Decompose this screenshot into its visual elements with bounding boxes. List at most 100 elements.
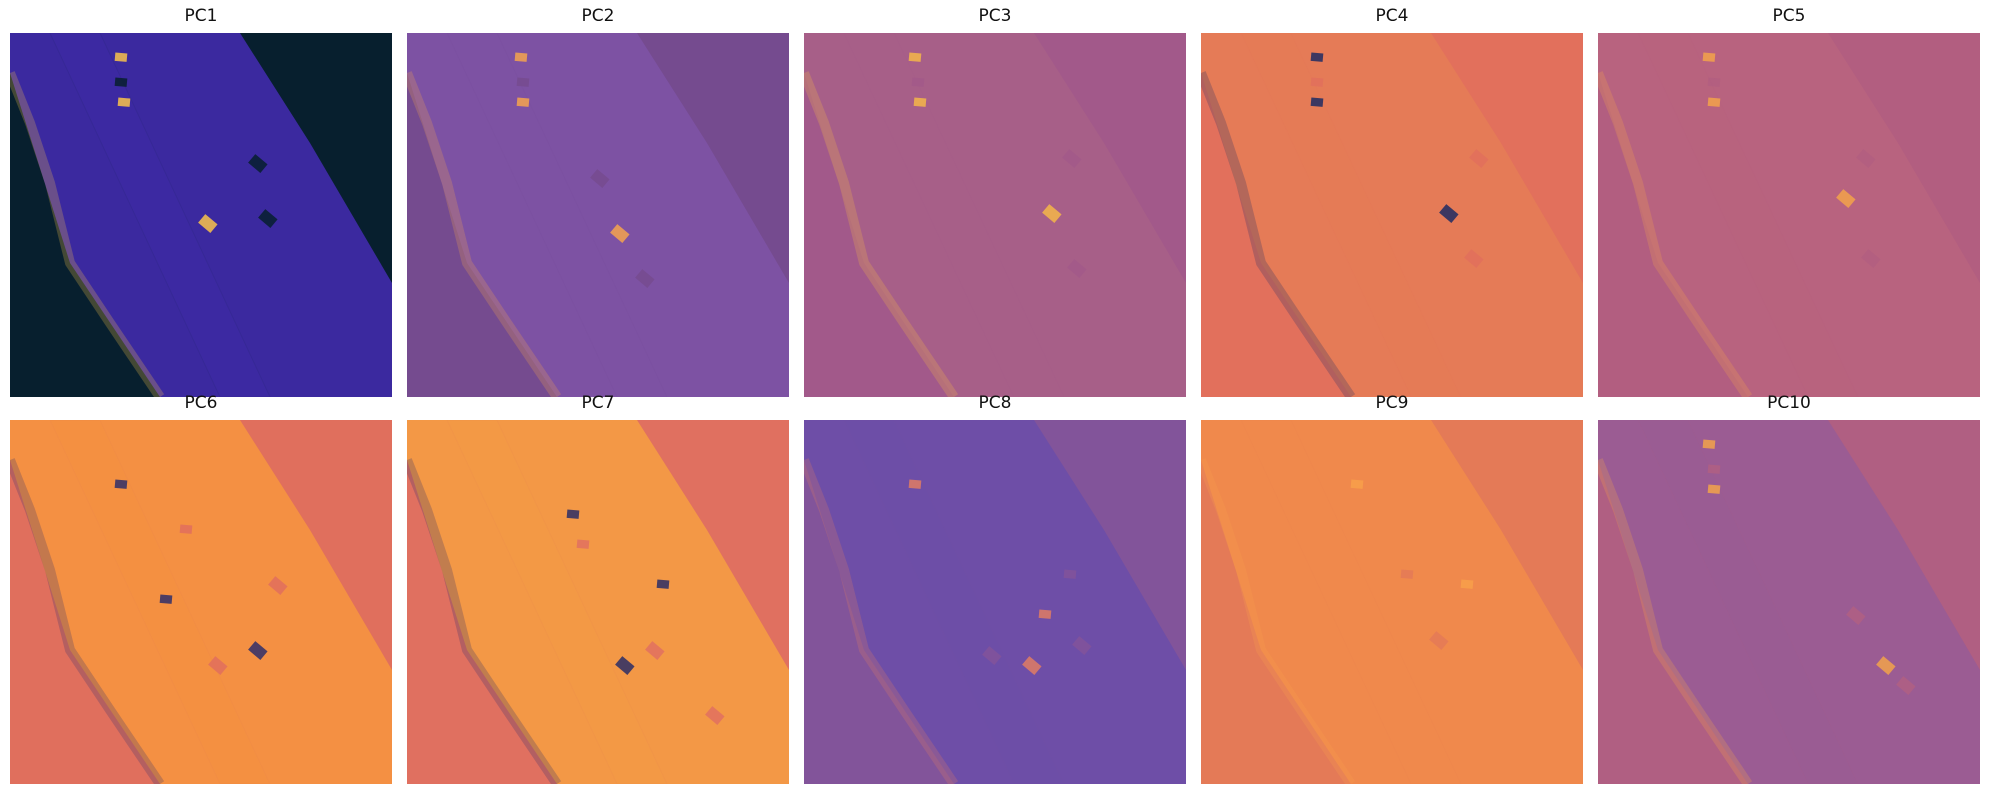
shoreline-edge xyxy=(1201,458,1356,784)
target-plot xyxy=(117,97,131,107)
target-plot xyxy=(1707,464,1721,474)
target-plot xyxy=(1469,149,1489,168)
target-plot xyxy=(516,97,530,107)
panel-title: PC4 xyxy=(1375,6,1409,26)
target-plot xyxy=(179,524,193,534)
target-plot xyxy=(1460,579,1474,589)
panel-title: PC5 xyxy=(1772,6,1806,26)
panel-title: PC1 xyxy=(184,6,218,26)
target-plot xyxy=(1861,249,1881,268)
road-band xyxy=(1240,33,1462,397)
panel-title: PC10 xyxy=(1767,393,1811,413)
target-plot xyxy=(516,77,530,87)
pc-image xyxy=(407,420,789,784)
panel-title: PC7 xyxy=(581,393,615,413)
shoreline-edge xyxy=(407,458,562,784)
shoreline-edge xyxy=(10,71,165,397)
target-plot xyxy=(610,224,630,243)
road-band xyxy=(1637,33,1859,397)
target-plot xyxy=(1062,149,1082,168)
target-plot xyxy=(1876,656,1896,675)
target-plot xyxy=(1310,77,1324,87)
pc-image xyxy=(1598,420,1980,784)
target-plot xyxy=(908,479,922,489)
shoreline-edge xyxy=(407,71,562,397)
target-plot xyxy=(1439,204,1459,223)
target-plot xyxy=(114,52,128,62)
target-plot xyxy=(1856,149,1876,168)
target-plot xyxy=(1310,52,1324,62)
panel-pc4: PC4 xyxy=(1201,4,1583,397)
target-plot xyxy=(590,169,610,188)
pc-image xyxy=(10,420,392,784)
pc-image xyxy=(804,420,1186,784)
road-band xyxy=(1637,420,1859,784)
shoreline-edge xyxy=(1598,458,1753,784)
target-plot xyxy=(615,656,635,675)
panel-pc6: PC6 xyxy=(10,391,392,784)
target-plot xyxy=(1022,656,1042,675)
road-band xyxy=(446,420,668,784)
target-plot xyxy=(576,539,590,549)
target-plot xyxy=(705,706,725,725)
panel-title: PC9 xyxy=(1375,393,1409,413)
target-plot xyxy=(1702,52,1716,62)
target-plot xyxy=(1067,259,1087,278)
panel-title: PC3 xyxy=(978,6,1012,26)
panel-pc9: PC9 xyxy=(1201,391,1583,784)
target-plot xyxy=(1429,631,1449,650)
target-plot xyxy=(114,479,128,489)
panel-pc1: PC1 xyxy=(10,4,392,397)
target-plot xyxy=(1310,97,1324,107)
target-plot xyxy=(1400,569,1414,579)
target-plot xyxy=(1063,569,1077,579)
panel-pc3: PC3 xyxy=(804,4,1186,397)
target-plot xyxy=(908,52,922,62)
target-plot xyxy=(198,214,218,233)
target-plot xyxy=(268,576,288,595)
shoreline-edge xyxy=(1201,71,1356,397)
panel-title: PC2 xyxy=(581,6,615,26)
road-band xyxy=(843,33,1065,397)
target-plot xyxy=(645,641,665,660)
target-plot xyxy=(1707,97,1721,107)
panel-pc2: PC2 xyxy=(407,4,789,397)
panel-pc5: PC5 xyxy=(1598,4,1980,397)
target-plot xyxy=(1896,676,1916,695)
target-plot xyxy=(656,579,670,589)
shoreline-edge xyxy=(10,458,165,784)
pc-image xyxy=(10,33,392,397)
target-plot xyxy=(982,646,1002,665)
target-plot xyxy=(911,77,925,87)
panel-title: PC8 xyxy=(978,393,1012,413)
target-plot xyxy=(514,52,528,62)
target-plot xyxy=(1464,249,1484,268)
target-plot xyxy=(1846,606,1866,625)
target-plot xyxy=(258,209,278,228)
road-band xyxy=(446,33,668,397)
road-band xyxy=(49,33,271,397)
pc-image xyxy=(804,33,1186,397)
road-band xyxy=(1240,420,1462,784)
shoreline-edge xyxy=(804,71,959,397)
panel-title: PC6 xyxy=(184,393,218,413)
panel-pc7: PC7 xyxy=(407,391,789,784)
shoreline-edge xyxy=(1598,71,1753,397)
shoreline-edge xyxy=(804,458,959,784)
target-plot xyxy=(635,269,655,288)
pc-image xyxy=(1598,33,1980,397)
target-plot xyxy=(248,641,268,660)
road-band xyxy=(843,420,1065,784)
target-plot xyxy=(114,77,128,87)
pc-image xyxy=(1201,33,1583,397)
panel-pc8: PC8 xyxy=(804,391,1186,784)
target-plot xyxy=(1836,189,1856,208)
pc-image xyxy=(1201,420,1583,784)
target-plot xyxy=(1042,204,1062,223)
target-plot xyxy=(1702,439,1716,449)
pc-image xyxy=(407,33,789,397)
target-plot xyxy=(913,97,927,107)
target-plot xyxy=(159,594,173,604)
target-plot xyxy=(1072,636,1092,655)
